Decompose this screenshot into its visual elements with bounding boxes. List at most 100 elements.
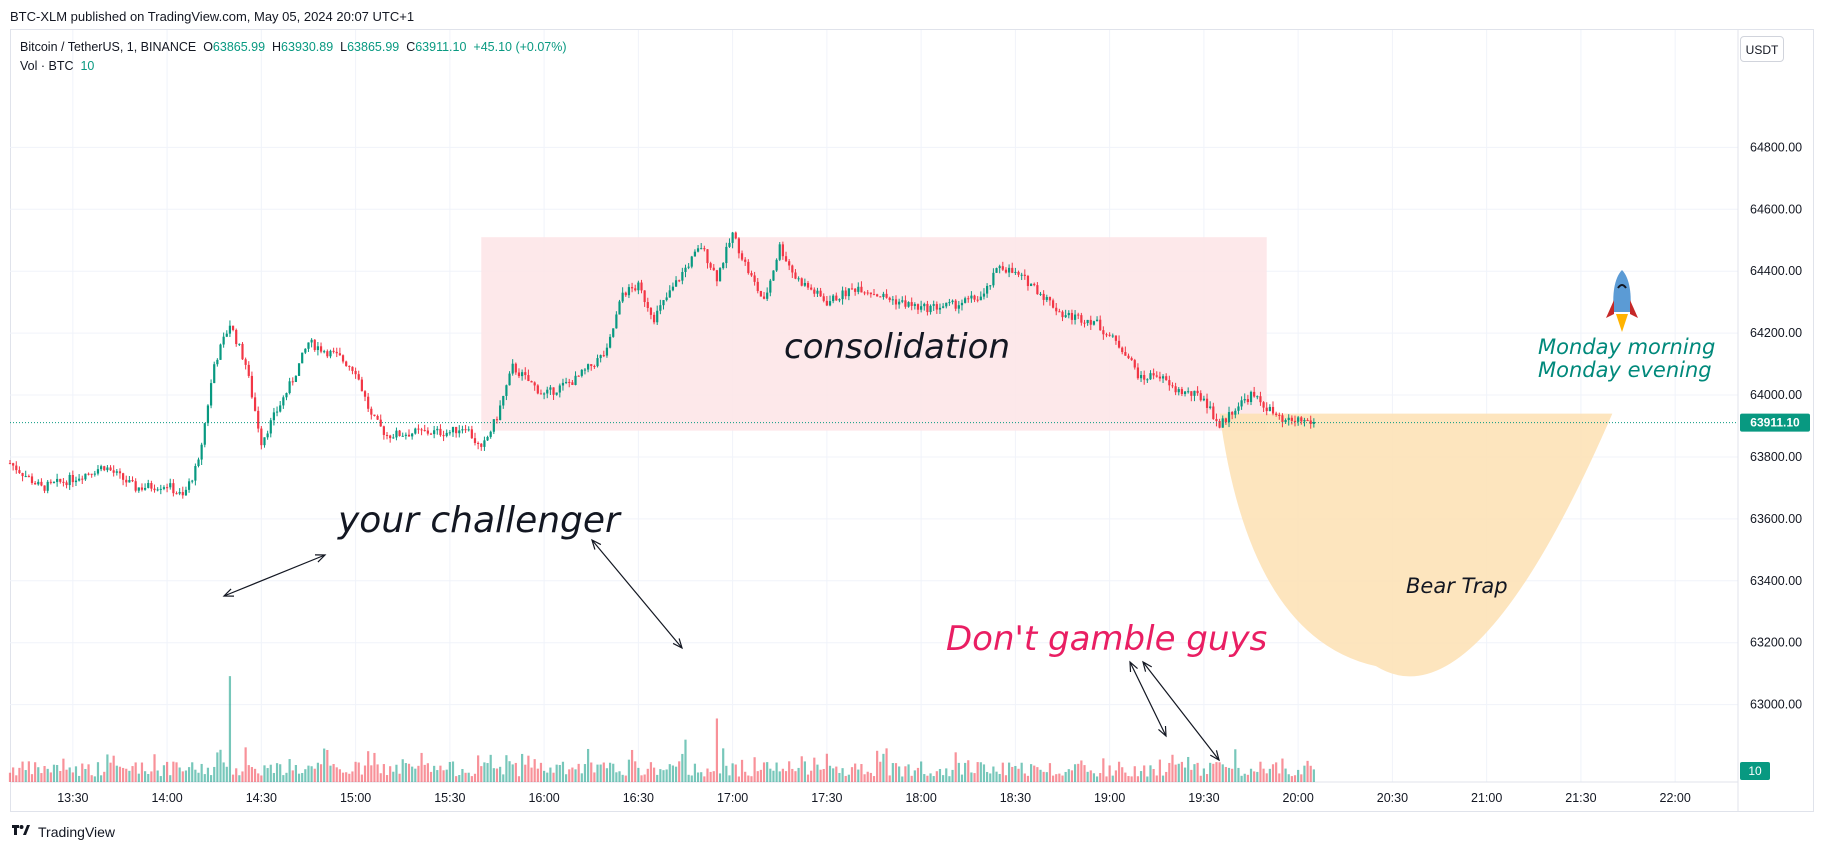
symbol-legend[interactable]: Bitcoin / TetherUS, 1, BINANCE O63865.99… [20, 40, 567, 54]
volume-bar [681, 753, 684, 782]
candle-body [1253, 391, 1256, 397]
candle-body [492, 419, 495, 432]
volume-bar [1268, 768, 1271, 782]
candle-body [423, 430, 426, 432]
candle-body [131, 480, 134, 482]
volume-bar [1039, 769, 1042, 782]
volume-bar [942, 775, 945, 782]
volume-bar [429, 771, 433, 782]
footer-brand[interactable]: TradingView [10, 824, 115, 840]
volume-bar [313, 768, 316, 782]
volume-bar [46, 768, 49, 782]
close-label: C [406, 40, 416, 54]
volume-bar [1158, 759, 1162, 782]
candle-body [1133, 360, 1136, 368]
candle-body [957, 305, 960, 309]
volume-bar [998, 773, 1001, 782]
candle-body [385, 434, 389, 436]
candle-body [1064, 315, 1067, 318]
candle-body [747, 261, 750, 274]
volume-bar [74, 766, 78, 782]
candle-body [788, 261, 791, 266]
candle-body [693, 251, 697, 257]
volume-bar [404, 763, 407, 782]
candle-body [59, 478, 62, 482]
candle-body [1026, 275, 1030, 287]
volume-bar [502, 774, 505, 782]
candle-body [244, 359, 247, 365]
volume-bar [137, 773, 140, 782]
volume-bar [1045, 772, 1048, 782]
volume-bar [571, 767, 574, 782]
candle-body [599, 355, 602, 359]
candle-body [502, 395, 505, 406]
volume-bar [1077, 763, 1080, 782]
volume-bar [241, 771, 244, 782]
candle-body [1039, 293, 1042, 295]
volume-bar [869, 772, 872, 782]
volume-bar [1199, 775, 1202, 782]
candle-body [1117, 340, 1121, 348]
volume-bar [1033, 765, 1036, 782]
volume-bar [52, 764, 56, 782]
candle-body [728, 242, 731, 247]
candle-body [235, 329, 238, 345]
candle-body [986, 285, 989, 294]
volume-bar [1303, 765, 1306, 782]
price-tick-label: 63400.00 [1750, 574, 1802, 588]
volume-bar [109, 762, 112, 782]
currency-button[interactable]: USDT [1740, 36, 1784, 62]
candle-body [1205, 398, 1209, 408]
volume-bar [1209, 762, 1212, 782]
candle-body [165, 487, 169, 489]
volume-bar [263, 765, 266, 782]
volume-bar [18, 767, 21, 782]
candle-body [1130, 358, 1133, 361]
candle-body [143, 487, 147, 490]
candle-body [238, 343, 241, 345]
volume-bar [539, 762, 543, 782]
candle-body [307, 342, 310, 349]
volume-bar [348, 773, 351, 782]
time-tick-label: 20:30 [1377, 791, 1408, 805]
candle-body [565, 381, 568, 383]
candle-body [709, 263, 712, 268]
volume-bar [819, 769, 822, 782]
candle-body [181, 492, 184, 496]
volume-legend[interactable]: Vol · BTC 10 [20, 59, 94, 73]
volume-bar [590, 762, 593, 782]
volume-bar [1152, 769, 1155, 782]
volume-bar [345, 772, 348, 782]
volume-bar [766, 762, 769, 782]
candle-body [1108, 334, 1111, 336]
candle-body [615, 314, 618, 329]
candle-body [30, 476, 34, 483]
candle-body [1218, 421, 1221, 428]
candle-body [888, 297, 891, 301]
volume-bar [499, 766, 502, 782]
volume-bar [486, 763, 489, 782]
candle-body [1268, 406, 1271, 412]
volume-bar [159, 776, 162, 782]
last-price-label: 63911.10 [1750, 416, 1800, 430]
volume-bar [100, 775, 103, 782]
candle-body [863, 292, 866, 294]
volume-bar [376, 764, 379, 782]
volume-bar [1293, 775, 1297, 782]
candle-body [341, 355, 345, 362]
candle-body [1092, 321, 1096, 325]
candle-body [203, 423, 206, 445]
volume-bar [40, 773, 43, 782]
candle-body [772, 270, 775, 281]
volume-bar [621, 774, 624, 782]
candle-body [649, 308, 653, 315]
volume-bar [140, 762, 144, 782]
candle-body [700, 248, 703, 250]
arrow-head [591, 538, 602, 550]
candle-body [389, 435, 392, 439]
candle-body [590, 364, 593, 366]
candle-body [335, 351, 338, 354]
candle-body [329, 350, 332, 357]
volume-bar [1275, 762, 1278, 782]
